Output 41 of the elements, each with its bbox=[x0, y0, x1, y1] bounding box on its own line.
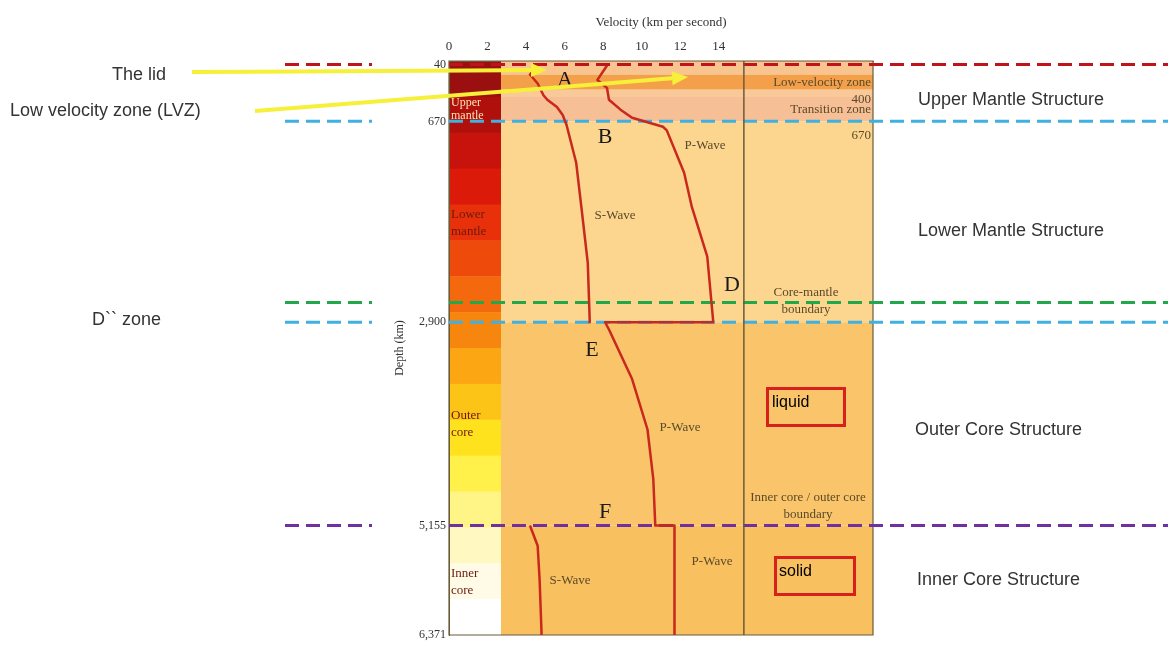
y-tick-label: 2,900 bbox=[419, 314, 446, 329]
y-tick-label: 6,371 bbox=[419, 627, 446, 642]
annotation: liquid bbox=[772, 393, 810, 411]
series-label: S-Wave bbox=[549, 572, 591, 588]
annotation: Inner core / outer core boundary bbox=[750, 489, 866, 522]
x-tick-label: 12 bbox=[673, 37, 687, 53]
y-tick-label: 670 bbox=[428, 113, 446, 128]
annotation: Inner core bbox=[451, 565, 480, 598]
annotation: 670 bbox=[851, 127, 871, 143]
text: Outer Core Structure bbox=[915, 418, 1083, 439]
x-tick-label: 14 bbox=[712, 37, 726, 53]
y-tick-label: 5,155 bbox=[419, 517, 446, 532]
x-tick-label: 2 bbox=[484, 37, 491, 53]
text: P-Wave bbox=[659, 419, 701, 435]
text: P-Wave bbox=[691, 553, 733, 569]
annotation: solid bbox=[779, 562, 812, 580]
annotation: Lower mantle bbox=[451, 206, 487, 239]
annotation: B bbox=[597, 122, 613, 148]
x-tick-label: 8 bbox=[599, 37, 607, 53]
y-tick-label: 40 bbox=[434, 56, 446, 71]
annotation: F bbox=[598, 497, 612, 523]
text: Low velocity zone (LVZ) bbox=[10, 99, 201, 120]
x-tick-label: 0 bbox=[445, 37, 453, 53]
text: Lower Mantle Structure bbox=[918, 219, 1105, 240]
annotation: E bbox=[585, 335, 599, 361]
x-tick-label: 4 bbox=[522, 37, 530, 53]
band-label: Low-velocity zone bbox=[773, 73, 872, 89]
y-axis-title: Depth (km) bbox=[392, 320, 407, 376]
annotation: Upper mantle bbox=[451, 95, 484, 123]
x-axis-title: Velocity (km per second) bbox=[595, 14, 727, 30]
x-tick-label: 10 bbox=[635, 37, 649, 53]
x-tick-label: 6 bbox=[561, 37, 569, 53]
text: D`` zone bbox=[92, 308, 162, 329]
annotation: Outer core bbox=[451, 407, 482, 440]
text: The lid bbox=[112, 63, 167, 84]
annotation: D bbox=[724, 270, 740, 296]
text: Inner Core Structure bbox=[917, 568, 1081, 589]
text: S-Wave bbox=[594, 207, 636, 223]
series-label: P-Wave bbox=[684, 137, 726, 153]
annotation: Core-mantle boundary bbox=[773, 284, 839, 317]
text: Upper Mantle Structure bbox=[918, 88, 1105, 109]
